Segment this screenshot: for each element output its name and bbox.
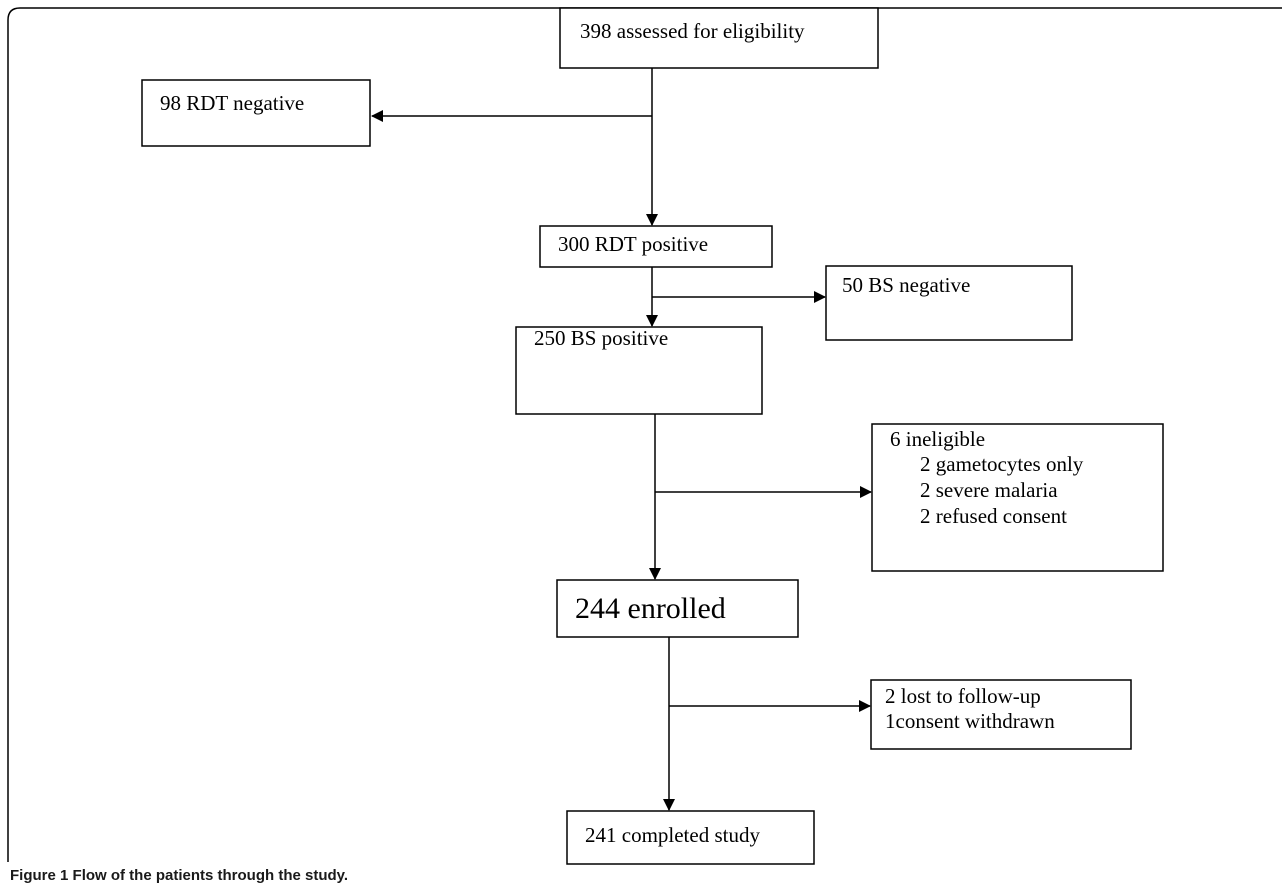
node-box xyxy=(141,79,371,147)
caption-text: Flow of the patients through the study. xyxy=(73,867,349,884)
node: 250 BS positive xyxy=(515,326,763,415)
node-label: 244 enrolled xyxy=(575,592,726,625)
node-box xyxy=(566,810,815,865)
node: 98 RDT negative xyxy=(141,79,371,147)
connectors xyxy=(371,68,872,811)
node-item: 2 severe malaria xyxy=(920,478,1058,502)
node-item: 2 refused consent xyxy=(920,504,1067,528)
node-label: 50 BS negative xyxy=(842,273,970,297)
node-box xyxy=(556,579,799,638)
node-box xyxy=(870,679,1132,750)
node-box xyxy=(539,225,773,268)
node-label: 241 completed study xyxy=(585,823,760,847)
frame xyxy=(7,7,1282,862)
caption: Figure 1 Flow of the patients through th… xyxy=(10,867,348,884)
node: 241 completed study xyxy=(566,810,815,865)
node: 244 enrolled xyxy=(556,579,799,638)
node: 2 lost to follow-up 1consent withdrawn xyxy=(870,679,1132,750)
node-label: 398 assessed for eligibility xyxy=(580,19,805,43)
node: 300 RDT positive xyxy=(539,225,773,268)
node-label: 2 lost to follow-up xyxy=(885,684,1041,708)
node-box xyxy=(825,265,1073,341)
node: 6 ineligible 2 gametocytes only 2 severe… xyxy=(871,423,1164,572)
node-item: 1consent withdrawn xyxy=(885,709,1055,733)
node-box xyxy=(559,7,879,69)
node-label: 250 BS positive xyxy=(534,326,668,350)
node-label: 98 RDT negative xyxy=(160,91,304,115)
node-item: 2 gametocytes only xyxy=(920,452,1084,476)
node-label: 300 RDT positive xyxy=(558,232,708,256)
node-box xyxy=(871,423,1164,572)
caption-label: Figure 1 xyxy=(10,867,68,884)
node-box xyxy=(515,326,763,415)
node: 398 assessed for eligibility xyxy=(559,7,879,69)
node-label: 6 ineligible xyxy=(890,427,985,451)
node: 50 BS negative xyxy=(825,265,1073,341)
